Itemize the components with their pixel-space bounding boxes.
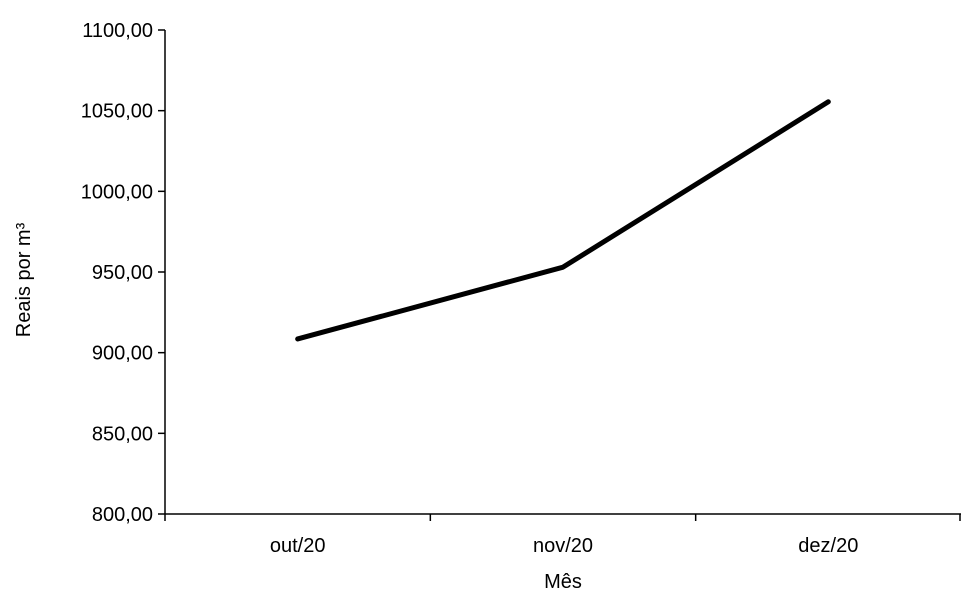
- y-tick-label: 800,00: [92, 504, 153, 526]
- x-tick-label: dez/20: [798, 535, 858, 557]
- y-tick-label: 850,00: [92, 423, 153, 445]
- series-line: [295, 99, 831, 342]
- y-tick-label: 1000,00: [81, 181, 153, 203]
- x-axis-title: Mês: [544, 571, 582, 593]
- series-group: [295, 99, 831, 342]
- y-tick-label: 1050,00: [81, 101, 153, 123]
- x-tick-label: out/20: [270, 535, 326, 557]
- y-axis: 800,00 850,00 900,00 950,00 1000,00 1050,00 11…: [81, 20, 166, 526]
- x-axis: out/20 nov/20 dez/20: [164, 513, 961, 557]
- y-axis-title: Reais por m³: [13, 222, 35, 337]
- y-tick-label: 950,00: [92, 262, 153, 284]
- y-tick-label: 900,00: [92, 343, 153, 365]
- x-tick-label: nov/20: [533, 535, 593, 557]
- y-tick-label: 1100,00: [82, 20, 153, 42]
